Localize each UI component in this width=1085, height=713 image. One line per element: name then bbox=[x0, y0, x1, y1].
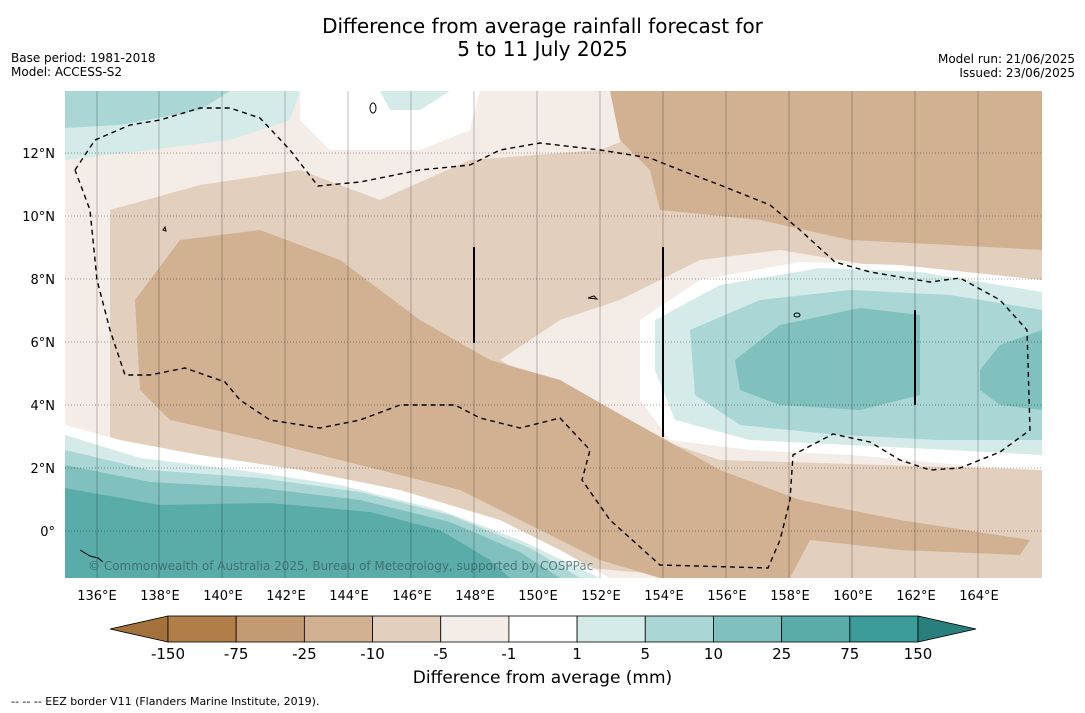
map-title-line-2: 5 to 11 July 2025 bbox=[457, 37, 628, 61]
fill-white-top bbox=[300, 91, 480, 150]
colorbar-tick-label: -25 bbox=[292, 645, 317, 663]
colorbar-arrow-left bbox=[109, 615, 169, 643]
fill-mid-brown-ne bbox=[610, 91, 1042, 250]
y-tick-label: 12°N bbox=[22, 147, 55, 162]
y-tick-label: 4°N bbox=[31, 399, 56, 414]
x-tick-label: 138°E bbox=[140, 589, 180, 604]
x-tick-label: 136°E bbox=[77, 589, 117, 604]
colorbar-segment bbox=[372, 615, 442, 643]
fill-east-teal-dark bbox=[735, 308, 920, 410]
colorbar-segment bbox=[440, 615, 510, 643]
model-name: Model: ACCESS-S2 bbox=[11, 65, 123, 79]
x-tick-label: 146°E bbox=[392, 589, 432, 604]
colorbar-segment bbox=[167, 615, 237, 643]
colorbar-tick-label: -10 bbox=[360, 645, 385, 663]
colorbar-tick-label: -1 bbox=[501, 645, 516, 663]
fill-mid-brown-west bbox=[135, 230, 1030, 578]
map-title-line-1: Difference from average rainfall forecas… bbox=[322, 14, 763, 38]
colorbar-segment bbox=[303, 615, 373, 643]
colorbar-tick-label: 1 bbox=[572, 645, 582, 663]
meta-left: Base period: 1981-2018 Model: ACCESS-S2 bbox=[11, 51, 156, 79]
colorbar-tick-label: 75 bbox=[840, 645, 859, 663]
x-tick-label: 150°E bbox=[518, 589, 558, 604]
colorbar-segment bbox=[508, 615, 578, 643]
colorbar-tick-label: -5 bbox=[433, 645, 448, 663]
footnote: -- -- -- EEZ border V11 (Flanders Marine… bbox=[11, 695, 320, 708]
graticule-lat bbox=[65, 152, 1042, 532]
x-tick-label: 144°E bbox=[329, 589, 369, 604]
x-tick-label: 156°E bbox=[707, 589, 747, 604]
colorbar-segment bbox=[644, 615, 714, 643]
colorbar-title: Difference from average (mm) bbox=[412, 668, 673, 688]
colorbar-tick-label: 25 bbox=[772, 645, 791, 663]
x-tick-label: 162°E bbox=[896, 589, 936, 604]
y-tick-label: 2°N bbox=[31, 462, 56, 477]
colorbar-segment bbox=[576, 615, 646, 643]
colorbar-tick-label: 10 bbox=[704, 645, 723, 663]
x-tick-label: 142°E bbox=[266, 589, 306, 604]
colorbar-segment bbox=[235, 615, 305, 643]
x-tick-label: 148°E bbox=[455, 589, 495, 604]
map-plot-area: © Commonwealth of Australia 2025, Bureau… bbox=[65, 91, 1042, 578]
base-period: Base period: 1981-2018 bbox=[11, 51, 156, 65]
colorbar-segment bbox=[781, 615, 851, 643]
x-tick-label: 154°E bbox=[644, 589, 684, 604]
x-tick-label: 160°E bbox=[833, 589, 873, 604]
y-tick-label: 10°N bbox=[22, 210, 55, 225]
eez-border bbox=[74, 107, 1031, 569]
colorbar-segment bbox=[849, 615, 919, 643]
fill-teal-topleft-mid bbox=[65, 91, 230, 128]
fill-sw-teal-darker bbox=[65, 488, 510, 578]
colorbar-tick-label: -150 bbox=[151, 645, 185, 663]
colorbar-tick-label: 150 bbox=[904, 645, 933, 663]
colorbar-segment bbox=[713, 615, 783, 643]
fill-east-teal-dark-right bbox=[980, 330, 1042, 410]
x-tick-label: 158°E bbox=[770, 589, 810, 604]
model-run: Model run: 21/06/2025 bbox=[937, 52, 1075, 66]
fill-teal-topmid bbox=[380, 91, 450, 110]
y-tick-label: 6°N bbox=[31, 336, 56, 351]
colorbar: -150 -75 -25 -10 -5 -1 1 5 10 25 75 150 bbox=[109, 615, 977, 663]
graticule bbox=[96, 91, 979, 578]
colorbar-tick-label: -75 bbox=[224, 645, 249, 663]
island-markers bbox=[473, 247, 916, 437]
y-tick-label: 8°N bbox=[31, 273, 56, 288]
x-tick-label: 164°E bbox=[959, 589, 999, 604]
y-tick-label: 0° bbox=[40, 525, 55, 540]
meta-right: Model run: 21/06/2025 Issued: 23/06/2025 bbox=[938, 52, 1075, 80]
y-axis: 12°N 10°N 8°N 6°N 4°N 2°N 0° bbox=[22, 147, 55, 540]
x-tick-label: 152°E bbox=[581, 589, 621, 604]
colorbar-tick-label: 5 bbox=[640, 645, 650, 663]
issued-date: Issued: 23/06/2025 bbox=[959, 66, 1075, 80]
colorbar-arrow-right bbox=[917, 615, 977, 643]
islands bbox=[79, 102, 801, 563]
x-axis: 136°E 138°E 140°E 142°E 144°E 146°E 148°… bbox=[77, 589, 999, 604]
copyright-text: © Commonwealth of Australia 2025, Bureau… bbox=[88, 559, 593, 573]
x-tick-label: 140°E bbox=[203, 589, 243, 604]
